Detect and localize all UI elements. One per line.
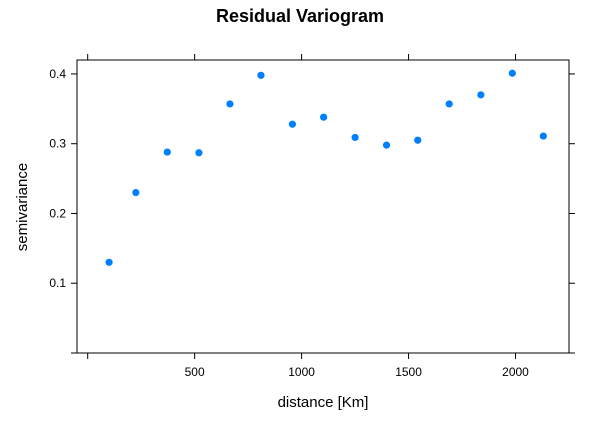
x-tick-label: 500 [185,365,205,379]
chart-title: Residual Variogram [216,6,384,26]
data-point [132,188,140,197]
data-point [105,258,113,266]
y-tick-label: 0.3 [49,137,66,151]
y-tick-label: 0.2 [49,206,66,220]
data-points [105,69,547,266]
data-point [195,149,203,157]
x-tick-label: 2000 [502,365,529,379]
data-point [257,71,265,79]
data-point [508,69,516,77]
data-point [445,100,453,108]
x-axis-label: distance [Km] [278,394,369,411]
data-point [477,91,485,99]
y-tick-label: 0.4 [49,67,66,81]
data-point [163,148,171,156]
data-point [382,141,391,149]
x-axis: 500 1000 1500 2000 [87,54,529,379]
data-point [539,132,547,140]
data-point [351,133,359,142]
x-tick-label: 1000 [288,365,315,379]
x-tick-label: 1500 [395,365,422,379]
data-point [320,113,328,121]
data-point [414,136,422,144]
y-tick-label: 0.1 [49,276,66,290]
y-axis: 0.1 0.2 0.3 0.4 [49,67,575,354]
y-axis-label: semivariance [14,163,31,251]
data-point [288,120,297,128]
data-point [226,100,234,108]
plot-frame [76,59,570,354]
